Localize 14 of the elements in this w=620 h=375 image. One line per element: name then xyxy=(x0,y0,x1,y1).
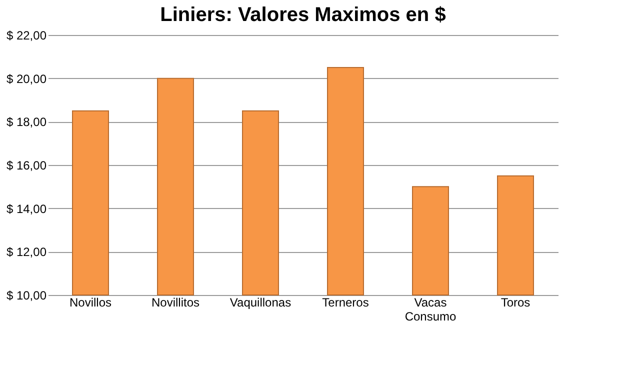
chart-title: Liniers: Valores Maximos en $ xyxy=(160,4,446,26)
y-tick-label: $ 18,00 xyxy=(6,115,47,130)
y-tick-label: $ 16,00 xyxy=(6,158,47,172)
y-tick-label: $ 10,00 xyxy=(6,288,47,302)
y-tick-label: $ 12,00 xyxy=(6,245,47,260)
y-tick-label: $ 14,00 xyxy=(6,202,47,216)
x-tick-label: Novillitos xyxy=(151,296,200,310)
y-tick-label: $ 22,00 xyxy=(6,28,47,42)
x-tick-label: Vacas Consumo xyxy=(404,296,457,324)
x-tick-label: Novillos xyxy=(69,296,112,310)
x-tick-label: Toros xyxy=(500,296,530,310)
y-tick-label: $ 20,00 xyxy=(6,72,47,86)
x-tick-label: Terneros xyxy=(322,296,369,310)
x-tick-label: Vaquillonas xyxy=(230,296,292,310)
